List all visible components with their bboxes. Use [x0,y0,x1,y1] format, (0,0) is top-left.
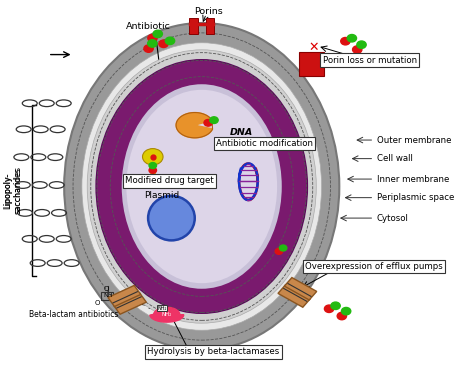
Circle shape [149,167,156,173]
Ellipse shape [96,60,308,313]
Circle shape [331,302,340,310]
Circle shape [275,248,283,254]
Circle shape [147,40,157,47]
Text: Antibiotic modification: Antibiotic modification [216,139,313,148]
Text: DNA: DNA [230,128,253,137]
Ellipse shape [122,84,282,289]
Text: Cell wall: Cell wall [377,154,412,163]
Circle shape [337,312,346,320]
Circle shape [210,117,218,123]
Circle shape [153,30,163,38]
Text: Lipopoly-
saccharides: Lipopoly- saccharides [3,166,23,214]
Text: NH₂: NH₂ [162,312,172,317]
Circle shape [204,119,212,126]
Circle shape [324,305,334,313]
Polygon shape [278,285,310,307]
Text: Porin loss or mutation: Porin loss or mutation [323,56,417,65]
Ellipse shape [64,23,339,350]
Text: Inner membrane: Inner membrane [377,175,449,184]
Polygon shape [108,285,141,307]
Text: NH₂: NH₂ [157,306,167,311]
Ellipse shape [148,196,195,240]
Text: ✕: ✕ [309,41,319,54]
Text: Plasmid: Plasmid [145,191,180,200]
Circle shape [347,35,356,42]
Ellipse shape [127,90,277,283]
Ellipse shape [87,50,316,323]
Text: Beta-lactam antibiotics: Beta-lactam antibiotics [29,310,118,319]
Circle shape [143,148,163,165]
Circle shape [148,34,157,42]
Text: Cytosol: Cytosol [377,214,409,223]
Text: Hydrolysis by beta-lactamases: Hydrolysis by beta-lactamases [147,347,280,356]
Text: Overexpression of efflux pumps: Overexpression of efflux pumps [305,262,443,271]
Circle shape [159,40,168,47]
Circle shape [165,37,174,44]
Circle shape [144,45,153,52]
Polygon shape [157,305,167,311]
Ellipse shape [82,43,321,330]
Text: Antibiotic: Antibiotic [126,22,171,31]
Text: Modified drug target: Modified drug target [125,176,213,185]
Circle shape [357,41,366,48]
Text: Porins: Porins [194,7,223,16]
Polygon shape [284,278,317,300]
FancyBboxPatch shape [299,52,324,76]
Text: O: O [94,300,100,306]
Circle shape [279,245,287,251]
Text: Lipopoly-
saccharides: Lipopoly- saccharides [3,167,23,213]
Text: O: O [103,286,109,292]
Text: NH: NH [104,293,113,298]
Circle shape [341,307,351,315]
Circle shape [353,46,362,53]
Circle shape [149,163,156,169]
Text: Outer membrane: Outer membrane [377,135,451,145]
FancyBboxPatch shape [206,18,214,34]
Text: Periplasmic space: Periplasmic space [377,193,454,202]
Polygon shape [114,293,146,314]
Polygon shape [150,307,184,322]
Circle shape [341,37,350,45]
FancyBboxPatch shape [189,18,198,34]
Polygon shape [176,113,212,138]
